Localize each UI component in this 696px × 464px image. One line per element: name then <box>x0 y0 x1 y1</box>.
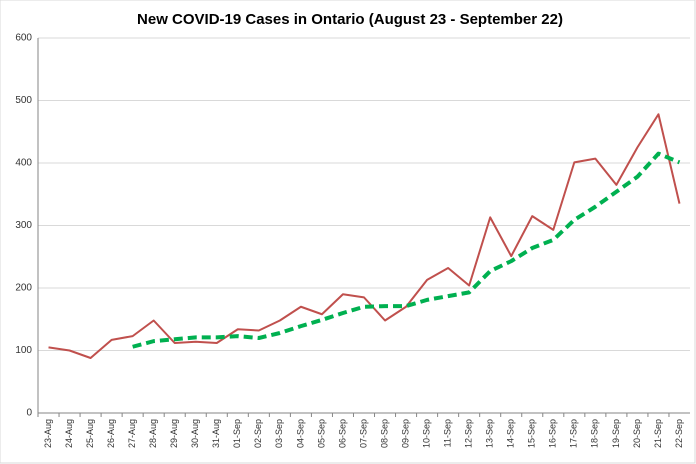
x-tick-label: 17-Sep <box>569 419 579 448</box>
x-tick-label: 31-Aug <box>211 419 221 448</box>
x-tick-label: 18-Sep <box>590 419 600 448</box>
y-tick-label: 200 <box>15 283 32 294</box>
y-tick-label: 300 <box>15 220 32 231</box>
x-tick-label: 09-Sep <box>400 419 410 448</box>
x-tick-label: 14-Sep <box>506 419 516 448</box>
y-tick-label: 400 <box>15 158 32 169</box>
x-tick-label: 05-Sep <box>316 419 326 448</box>
x-tick-label: 26-Aug <box>106 419 116 448</box>
x-tick-label: 30-Aug <box>190 419 200 448</box>
chart-title: New COVID-19 Cases in Ontario (August 23… <box>137 11 563 28</box>
x-tick-label: 23-Aug <box>43 419 53 448</box>
x-tick-label: 07-Sep <box>358 419 368 448</box>
y-tick-label: 600 <box>15 33 32 44</box>
x-tick-label: 27-Aug <box>127 419 137 448</box>
x-tick-label: 24-Aug <box>64 419 74 448</box>
series-line <box>48 113 681 359</box>
x-tick-label: 29-Aug <box>169 419 179 448</box>
x-tick-label: 06-Sep <box>337 419 347 448</box>
x-tick-label: 15-Sep <box>527 419 537 448</box>
x-tick-label: 25-Aug <box>85 419 95 448</box>
series-line <box>132 151 681 349</box>
x-tick-label: 12-Sep <box>464 419 474 448</box>
x-tick-label: 19-Sep <box>611 419 621 448</box>
x-tick-label: 16-Sep <box>548 419 558 448</box>
x-tick-label: 03-Sep <box>274 419 284 448</box>
y-tick-label: 500 <box>15 95 32 106</box>
x-tick-label: 13-Sep <box>485 419 495 448</box>
x-tick-label: 10-Sep <box>421 419 431 448</box>
x-tick-label: 11-Sep <box>443 419 453 447</box>
x-tick-label: 21-Sep <box>653 419 663 448</box>
x-tick-label: 01-Sep <box>232 419 242 448</box>
x-tick-label: 02-Sep <box>253 419 263 448</box>
x-tick-label: 04-Sep <box>295 419 305 448</box>
x-tick-label: 08-Sep <box>379 419 389 448</box>
x-tick-label: 20-Sep <box>632 419 642 448</box>
y-tick-label: 0 <box>26 408 32 419</box>
y-tick-label: 100 <box>15 345 32 356</box>
x-tick-label: 28-Aug <box>148 419 158 448</box>
x-tick-label: 22-Sep <box>674 419 684 448</box>
